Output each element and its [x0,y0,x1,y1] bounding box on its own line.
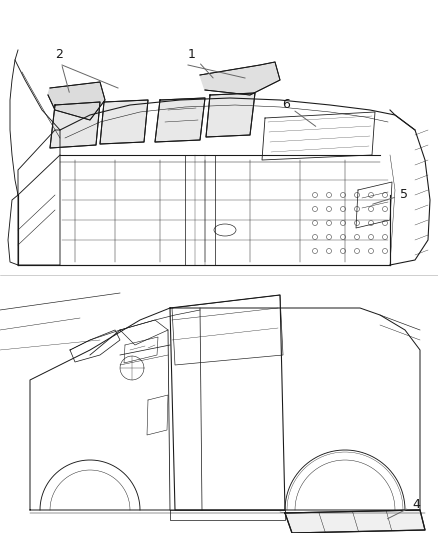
Polygon shape [200,62,280,95]
Polygon shape [155,98,205,142]
Text: 5: 5 [373,188,408,204]
Polygon shape [285,510,425,533]
Text: 6: 6 [282,98,316,126]
Text: 2: 2 [55,48,69,92]
Polygon shape [48,82,105,120]
Polygon shape [50,102,100,148]
Polygon shape [100,100,148,144]
Text: 1: 1 [188,48,213,78]
Polygon shape [206,93,255,137]
Text: 4: 4 [388,498,420,519]
